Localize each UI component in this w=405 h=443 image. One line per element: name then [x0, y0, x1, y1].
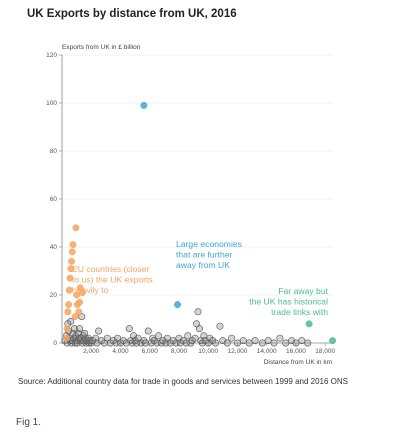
data-point-eu: [68, 257, 75, 265]
data-point-eu: [71, 313, 79, 321]
data-point-other: [70, 325, 78, 333]
data-point-eu: [79, 289, 86, 297]
y-tick-label: 80: [50, 148, 58, 155]
gridlines: [62, 54, 334, 296]
data-point-other: [125, 325, 133, 333]
data-point-eu: [68, 248, 76, 256]
data-point-other: [122, 339, 130, 347]
data-point-other: [191, 334, 199, 342]
annotation-line: away from UK: [176, 260, 230, 270]
x-tick-label: 16,000: [286, 348, 306, 355]
annotation-eu: EU countries (closer to us) the UK export…: [72, 264, 153, 295]
data-points: [61, 101, 336, 347]
data-point-eu: [69, 241, 77, 249]
y-tick-label: 100: [46, 100, 57, 107]
data-point-other: [141, 339, 149, 347]
x-axis-label: Distance from UK in km: [264, 359, 332, 366]
x-tick-label: 18,000: [315, 348, 335, 355]
data-point-other: [233, 339, 241, 347]
figure-label: Fig 1.: [16, 417, 42, 428]
y-axis-label: Exports from UK in £ billion: [62, 44, 141, 51]
annotation-line: that are further: [176, 250, 233, 260]
x-tick-label: 4,000: [112, 348, 129, 355]
x-tick-label: 12,000: [228, 348, 248, 355]
data-point-eu: [65, 301, 73, 309]
data-point-other: [276, 334, 284, 342]
y-tick-label: 40: [50, 244, 58, 251]
chart-title: UK Exports by distance from UK, 2016: [27, 8, 237, 20]
data-point-faraway: [329, 337, 336, 345]
data-point-eu: [66, 274, 74, 282]
data-point-eu: [63, 325, 71, 333]
data-point-eu: [75, 308, 83, 316]
data-point-eu: [62, 334, 70, 342]
x-tick-labels: 2,000 4,000 6,000 8,000 10,000 12,000 14,000 16…: [83, 348, 335, 355]
annotation-line: heavily to: [72, 285, 109, 295]
data-point-other: [155, 332, 163, 340]
annotation-line: EU countries (closer: [72, 264, 150, 274]
data-point-other: [93, 339, 101, 347]
data-point-other: [298, 337, 306, 345]
data-point-large: [140, 101, 148, 109]
data-point-other: [282, 339, 290, 347]
data-point-other: [219, 337, 227, 345]
data-point-other: [245, 339, 253, 347]
source-note: Source: Additional country data for trad…: [18, 377, 348, 386]
data-point-other: [251, 337, 259, 345]
x-tick-label: 8,000: [171, 348, 188, 355]
data-point-other: [223, 339, 231, 347]
data-point-large: [174, 301, 181, 309]
data-point-other: [239, 337, 247, 345]
data-point-eu: [72, 224, 80, 232]
annotations: EU countries (closer to us) the UK export…: [72, 239, 329, 317]
data-point-faraway: [305, 320, 313, 328]
x-tick-label: 6,000: [142, 348, 159, 355]
annotation-line: Large economies: [176, 239, 242, 249]
x-tick-label: 14,000: [257, 348, 277, 355]
data-point-eu: [64, 308, 72, 316]
data-point-eu: [65, 286, 73, 294]
data-point-eu: [73, 291, 81, 299]
x-tick-label: 2,000: [83, 348, 100, 355]
data-point-other: [258, 339, 266, 347]
data-point-eu: [76, 298, 83, 306]
data-point-other: [194, 308, 202, 316]
data-point-other: [76, 325, 84, 333]
data-point-other: [144, 327, 152, 335]
data-point-other: [304, 339, 312, 347]
data-point-other: [195, 325, 203, 333]
y-tick-label: 60: [50, 196, 58, 203]
annotation-line: trade links with: [271, 307, 328, 317]
y-tick-label: 120: [46, 52, 57, 59]
scatter-chart: 0 20 40 60 80 100 120 2,000 4,000 6,000 8,000 10,0…: [46, 44, 336, 366]
data-point-other: [264, 337, 272, 345]
y-tick-labels: 0 20 40 60 80 100 120: [46, 52, 57, 347]
y-tick-label: 20: [50, 292, 58, 299]
data-point-other: [270, 339, 278, 347]
data-point-other: [216, 322, 224, 330]
data-point-other: [228, 334, 236, 342]
x-tick-label: 10,000: [198, 348, 218, 355]
data-point-other: [212, 339, 220, 347]
annotation-line: Far away but: [278, 286, 328, 296]
y-tick-label: 0: [53, 340, 57, 347]
annotation-faraway: Far away but the UK has historical trade l…: [249, 286, 328, 317]
data-point-other: [95, 327, 103, 335]
annotation-line: the UK has historical: [249, 297, 328, 307]
annotation-large: Large economies that are further away from…: [176, 239, 242, 270]
data-point-eu: [67, 265, 75, 273]
data-point-other: [292, 339, 300, 347]
data-point-other: [288, 337, 296, 345]
data-point-other: [67, 317, 75, 325]
data-point-other: [184, 332, 192, 340]
annotation-line: to us) the UK exports: [72, 275, 153, 285]
